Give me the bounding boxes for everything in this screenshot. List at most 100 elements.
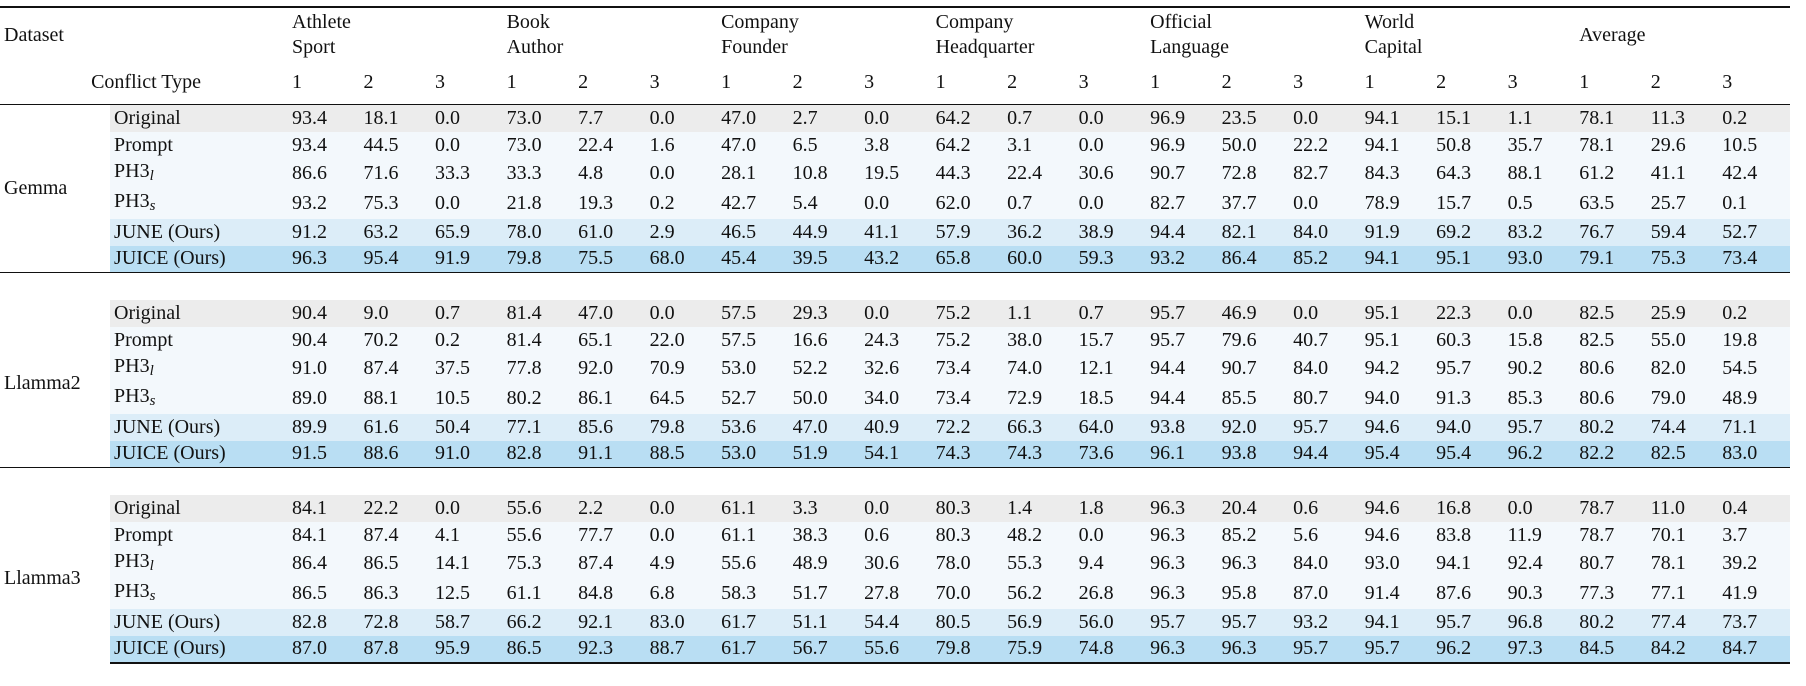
score-cell: 22.0 (645, 326, 718, 354)
score-cell: 23.5 (1217, 104, 1290, 132)
score-cell: 64.3 (1432, 158, 1504, 189)
results-table: Dataset Athlete Sport Book Author Company Fou… (0, 6, 1790, 664)
score-cell: 0.1 (1718, 188, 1790, 219)
score-cell: 0.0 (1074, 188, 1147, 219)
dataset-name-line1: Athlete (292, 11, 351, 33)
score-cell: 73.0 (502, 131, 575, 159)
score-cell: 95.7 (1432, 353, 1504, 384)
score-cell: 84.1 (288, 521, 360, 549)
score-cell: 66.2 (502, 608, 575, 636)
score-cell: 96.9 (1146, 104, 1218, 132)
method-label: J (114, 637, 122, 659)
conflict-type-number: 1 (506, 70, 517, 93)
score-cell: 10.5 (1718, 131, 1790, 159)
score-cell: 90.7 (1146, 158, 1218, 189)
method-cell: JUICE (Ours) (110, 635, 289, 664)
score-cell: 37.5 (431, 353, 503, 384)
dataset-name-line2: Founder (721, 36, 788, 58)
score-cell: 91.3 (1432, 383, 1504, 414)
conflict-type-number: 3 (1507, 70, 1518, 93)
score-cell: 82.7 (1146, 188, 1218, 219)
score-cell: 0.0 (1289, 188, 1361, 219)
score-cell: 22.4 (574, 131, 646, 159)
score-cell: 54.1 (860, 440, 932, 468)
score-cell: 2.7 (788, 104, 861, 132)
score-cell: 79.8 (645, 413, 718, 441)
score-cell: 11.3 (1646, 104, 1719, 132)
score-cell: 90.2 (1503, 353, 1576, 384)
score-cell: 33.3 (502, 158, 575, 189)
score-cell: 15.7 (1432, 188, 1504, 219)
method-ours-tag: (Ours) (167, 415, 221, 438)
dataset-name-line2: Capital (1364, 36, 1423, 58)
score-cell: 10.8 (788, 158, 861, 189)
score-cell: 37.7 (1217, 188, 1290, 219)
score-cell: 15.1 (1432, 104, 1504, 132)
conflict-type-number: 3 (435, 70, 446, 93)
score-cell: 94.4 (1146, 218, 1218, 246)
score-cell: 5.6 (1289, 521, 1361, 549)
score-cell: 80.2 (502, 383, 575, 414)
method-subscript: s (149, 392, 156, 409)
score-cell: 44.5 (359, 131, 432, 159)
score-cell: 0.0 (431, 494, 503, 522)
score-cell: 71.6 (359, 158, 432, 189)
score-cell: 87.8 (359, 635, 432, 664)
conflict-type-number: 2 (1650, 70, 1661, 93)
score-cell: 81.4 (502, 299, 575, 327)
table-row: JUNE (Ours) 82.8 72.8 58.7 66.2 92.1 83.0 61.7 5… (0, 608, 1790, 636)
score-cell: 33.3 (431, 158, 503, 189)
score-cell: 85.2 (1217, 521, 1290, 549)
method-cell: PH3s (110, 383, 289, 414)
score-cell: 88.7 (645, 635, 718, 664)
score-cell: 75.9 (1003, 635, 1075, 664)
table-row: PH3l 86.6 71.6 33.3 33.3 4.8 0.0 28.1 10.8 19.5 44… (0, 158, 1790, 189)
score-cell: 38.3 (788, 521, 861, 549)
method-label-smallcaps: E (150, 415, 163, 438)
score-cell: 0.2 (645, 188, 718, 219)
score-cell: 27.8 (860, 578, 932, 609)
method-cell: JUNE (Ours) (110, 218, 289, 246)
dataset-name-line1: Company (721, 11, 799, 33)
conflict-type-number: 1 (1364, 70, 1375, 93)
score-cell: 70.1 (1646, 521, 1719, 549)
score-cell: 0.0 (860, 494, 932, 522)
score-cell: 95.9 (431, 635, 503, 664)
score-cell: 80.6 (1575, 353, 1647, 384)
method-label: PH3 (114, 159, 150, 182)
score-cell: 0.2 (431, 326, 503, 354)
score-cell: 72.8 (1217, 158, 1290, 189)
score-cell: 55.0 (1646, 326, 1719, 354)
method-label-smallcaps: UICE (121, 247, 169, 270)
method-cell: JUICE (Ours) (110, 245, 289, 273)
score-cell: 87.4 (574, 548, 646, 579)
conflict-type-number: 3 (864, 70, 875, 93)
score-cell: 0.7 (1003, 104, 1075, 132)
score-cell: 61.1 (717, 494, 789, 522)
conflict-type-number: 2 (792, 70, 803, 93)
score-cell: 86.1 (574, 383, 646, 414)
score-cell: 38.0 (1003, 326, 1075, 354)
score-cell: 14.1 (431, 548, 503, 579)
score-cell: 84.0 (1289, 548, 1361, 579)
score-cell: 47.0 (717, 131, 789, 159)
score-cell: 36.2 (1003, 218, 1075, 246)
score-cell: 0.0 (1289, 299, 1361, 327)
method-ours-tag: (Ours) (167, 220, 221, 243)
score-cell: 94.0 (1432, 413, 1504, 441)
score-cell: 62.0 (931, 188, 1004, 219)
score-cell: 40.7 (1289, 326, 1361, 354)
score-cell: 0.0 (1074, 521, 1147, 549)
score-cell: 86.4 (288, 548, 360, 579)
score-cell: 55.6 (717, 548, 789, 579)
header-row-conflict: Conflict Type 1 2 3 1 2 3 1 2 3 1 2 3 1 2 3 1 2 3 1 2 3 (0, 60, 1790, 105)
table-body: Gemma Original 93.4 18.1 0.0 73.0 7.7 0.0 47.0 2.… (0, 104, 1790, 664)
score-cell: 91.9 (1360, 218, 1433, 246)
method-label: J (114, 610, 122, 633)
score-cell: 47.0 (717, 104, 789, 132)
score-cell: 72.9 (1003, 383, 1075, 414)
score-cell: 94.6 (1360, 521, 1433, 549)
score-cell: 0.0 (1074, 104, 1147, 132)
score-cell: 50.0 (1217, 131, 1290, 159)
method-label: N (136, 415, 151, 438)
